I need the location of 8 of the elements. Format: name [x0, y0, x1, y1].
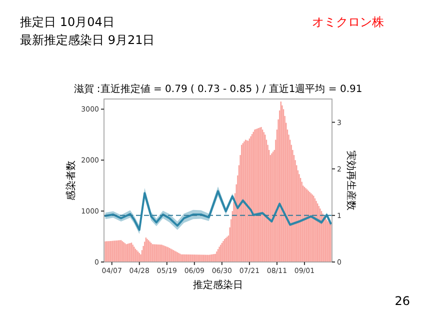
text: 最新推定感染日 9月21日: [20, 33, 155, 47]
y-axis-title: 感染者数: [65, 160, 77, 200]
chart-title: 滋賀 :直近推定値 = 0.79 ( 0.73 - 0.85 ) / 直近1週平均 = 0.91: [74, 83, 362, 95]
text: 26: [394, 294, 410, 308]
text: 推定日 10月04日: [20, 15, 114, 29]
y2-axis-title: 実効再生産数: [345, 150, 357, 210]
text: オミクロン株: [312, 15, 384, 29]
x-axis-title: 推定感染日: [193, 279, 243, 291]
